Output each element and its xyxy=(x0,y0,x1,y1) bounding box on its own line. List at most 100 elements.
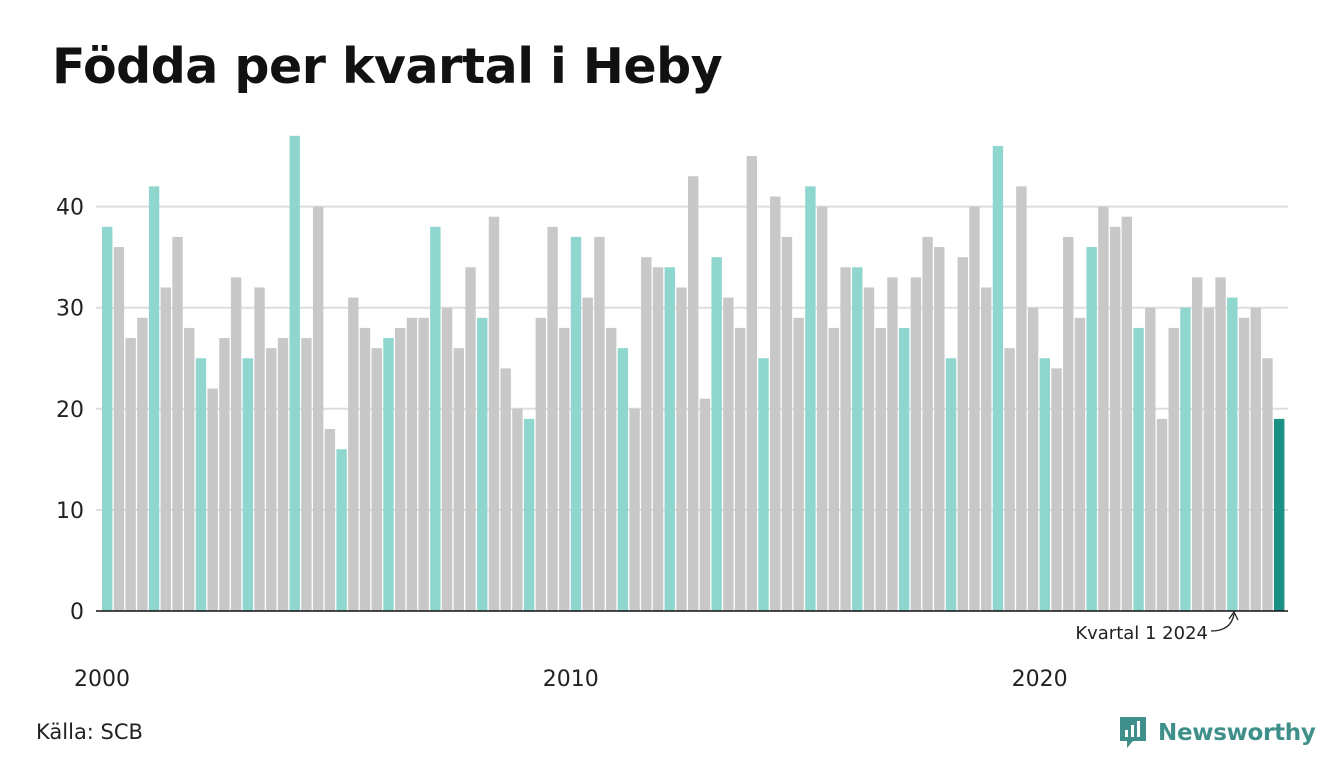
x-tick-label: 2010 xyxy=(543,667,599,692)
bar xyxy=(184,327,195,611)
bar xyxy=(1063,236,1074,611)
bar xyxy=(1086,247,1097,612)
bar xyxy=(113,247,125,612)
annotation-arrow xyxy=(1210,613,1235,632)
bar xyxy=(770,196,781,612)
bar xyxy=(242,358,254,611)
bar xyxy=(734,327,746,611)
bar xyxy=(324,429,336,611)
bar xyxy=(652,267,664,611)
y-tick-label: 40 xyxy=(56,196,84,221)
bar xyxy=(957,257,968,611)
bar xyxy=(312,206,324,611)
bar xyxy=(230,277,242,611)
bar xyxy=(793,317,804,611)
bar xyxy=(629,408,640,611)
bar xyxy=(922,236,933,611)
bar xyxy=(477,317,488,611)
bar xyxy=(148,186,160,611)
bar xyxy=(617,348,629,611)
bar xyxy=(1051,368,1062,611)
bar xyxy=(969,206,980,611)
bar xyxy=(828,327,840,611)
bar xyxy=(277,338,289,611)
bar xyxy=(863,287,875,611)
x-tick-label: 2020 xyxy=(1012,667,1068,692)
bar xyxy=(723,297,734,611)
bar xyxy=(125,338,136,611)
bar xyxy=(1168,327,1179,611)
y-tick-label: 10 xyxy=(56,499,84,524)
bar xyxy=(699,398,711,611)
bar xyxy=(172,236,183,611)
bars xyxy=(102,135,1285,612)
bar xyxy=(1203,307,1215,611)
bar xyxy=(1238,317,1250,611)
bar xyxy=(1133,327,1144,611)
bar xyxy=(594,236,605,611)
bar xyxy=(348,297,359,611)
x-axis-ticks: 2000 2010 2020 xyxy=(74,667,1068,692)
bar xyxy=(266,348,277,611)
source-label: Källa: SCB xyxy=(36,720,143,744)
annotation: Kvartal 1 2024 xyxy=(1075,610,1239,644)
bar xyxy=(570,236,582,611)
y-tick-label: 0 xyxy=(70,600,84,625)
bar xyxy=(1227,297,1238,611)
bar xyxy=(336,449,347,611)
bar xyxy=(1039,358,1050,611)
bar xyxy=(523,418,535,611)
bar xyxy=(934,247,945,612)
bar xyxy=(289,135,300,611)
bar xyxy=(500,368,511,611)
bar xyxy=(1145,307,1156,611)
bar xyxy=(418,317,429,611)
brand-logo: Newsworthy xyxy=(1118,714,1316,752)
bar xyxy=(219,338,230,611)
bar xyxy=(676,287,687,611)
bar xyxy=(875,327,886,611)
bar xyxy=(1274,418,1285,611)
bar xyxy=(1098,206,1109,611)
bar xyxy=(1121,216,1133,611)
bar xyxy=(195,358,207,611)
bar xyxy=(887,277,898,611)
bar xyxy=(465,267,476,611)
bar xyxy=(1074,317,1086,611)
bar xyxy=(758,358,769,611)
bar xyxy=(746,156,757,612)
bar xyxy=(1262,358,1273,611)
newsworthy-logo-icon xyxy=(1120,717,1146,748)
bar xyxy=(981,287,992,611)
bar xyxy=(559,327,570,611)
bar xyxy=(1191,277,1203,611)
y-tick-label: 30 xyxy=(56,297,84,322)
bar xyxy=(852,267,863,611)
bar xyxy=(641,257,652,611)
chart-title: Födda per kvartal i Heby xyxy=(52,38,723,95)
bar xyxy=(160,287,171,611)
bar xyxy=(664,267,675,611)
bar xyxy=(781,236,793,611)
bar xyxy=(688,176,699,611)
bar xyxy=(441,307,453,611)
bar xyxy=(1109,226,1121,611)
annotation-arrowhead xyxy=(1228,610,1239,621)
bar xyxy=(582,297,593,611)
bar xyxy=(547,226,558,611)
bar xyxy=(453,348,464,611)
bar xyxy=(605,327,617,611)
bar xyxy=(1215,277,1226,611)
bar xyxy=(1004,348,1015,611)
bar xyxy=(371,348,382,611)
bar xyxy=(1180,307,1191,611)
bar xyxy=(898,327,910,611)
bar xyxy=(512,408,523,611)
bar xyxy=(395,327,406,611)
bar xyxy=(1156,418,1168,611)
bar xyxy=(945,358,957,611)
y-tick-label: 20 xyxy=(56,398,84,423)
bar xyxy=(137,317,148,611)
bar xyxy=(1250,307,1261,611)
